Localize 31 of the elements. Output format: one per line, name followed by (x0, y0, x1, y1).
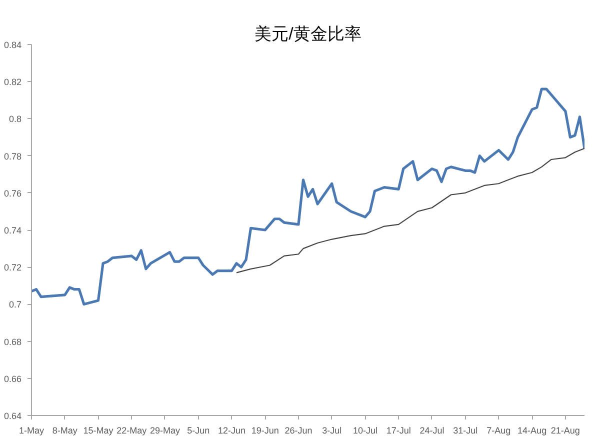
line-series (236, 148, 584, 274)
x-tick-label: 17-Jul (386, 426, 411, 436)
y-tick-label: 0.82 (4, 77, 22, 88)
y-tick-label: 0.76 (4, 188, 22, 198)
y-tick-label: 0.78 (4, 151, 22, 162)
y-tick-label: 0.84 (4, 40, 22, 50)
line-series (32, 88, 584, 306)
x-tick-label: 19-Jun (251, 426, 279, 436)
x-tick-label: 3-Jul (322, 426, 342, 436)
x-tick-label: 29-May (150, 426, 180, 436)
x-tick-label: 5-Jun (187, 426, 210, 436)
x-tick-label: 7-Aug (486, 426, 511, 436)
y-tick-label: 0.66 (4, 374, 22, 384)
x-tick-label: 12-Jun (218, 426, 246, 436)
x-tick-label: 24-Jul (420, 426, 444, 436)
x-tick-label: 15-May (83, 426, 114, 436)
x-tick-label: 1-May (19, 426, 44, 436)
y-tick-label: 0.7 (8, 300, 22, 310)
y-tick-label: 0.8 (8, 114, 22, 124)
chart-title: 美元/黄金比率 (254, 24, 362, 44)
y-tick-label: 0.72 (4, 262, 22, 273)
y-tick-label: 0.64 (4, 411, 22, 421)
x-tick-label: 10-Jul (352, 426, 378, 436)
x-tick-label: 31-Jul (453, 426, 478, 436)
x-tick-label: 26-Jun (284, 426, 312, 436)
x-tick-label: 8-May (52, 426, 78, 436)
y-tick-label: 0.68 (4, 336, 22, 347)
x-tick-label: 22-May (116, 426, 148, 436)
x-tick-label: 14-Aug (518, 426, 547, 436)
y-tick-label: 0.74 (4, 226, 22, 236)
x-tick-label: 21-Aug (550, 426, 580, 436)
